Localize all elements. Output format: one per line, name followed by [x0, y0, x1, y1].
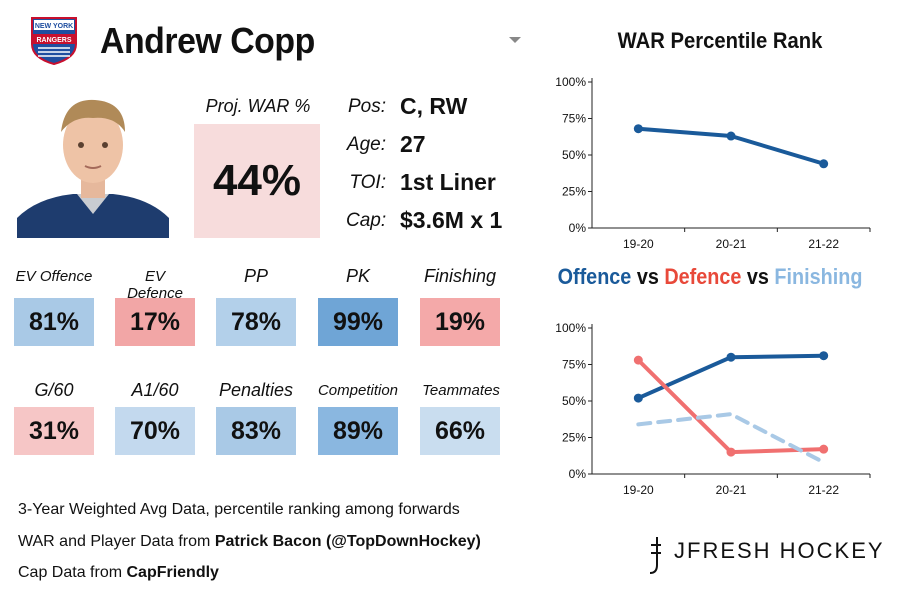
stat-box-competition: 89% [318, 407, 398, 455]
logo-text-bottom: RANGERS [36, 37, 71, 44]
brand-name: JFRESH HOCKEY [674, 538, 885, 563]
stat-box-pk: 99% [318, 298, 398, 346]
chart-offence-defence-finishing: 0% 25% 50% 75% 100% 19-20 20-21 21-22 [555, 321, 871, 497]
stat-label-pk: PK [345, 266, 370, 286]
stat-label-finishing: Finishing [423, 266, 497, 286]
footer-line-3-prefix: Cap Data from [18, 564, 127, 581]
y-tick-label: 50% [562, 394, 586, 408]
series-line-finishing [636, 412, 826, 465]
title-vs-1: vs [631, 264, 665, 289]
series-line-offence [636, 353, 826, 401]
footer-line-2-prefix: WAR and Player Data from [18, 533, 215, 550]
footer-line-3: Cap Data from CapFriendly [18, 564, 219, 582]
stat-box-ev-defence: 17% [115, 298, 195, 346]
stat-label-ev-defence: EV Defence [127, 268, 183, 302]
footer-line-1: 3-Year Weighted Avg Data, percentile ran… [18, 501, 460, 518]
data-point [726, 131, 736, 141]
chart-war-percentile: 0% 25% 50% 75% 100% 19-20 20-21 21-22 [555, 75, 871, 251]
stat-box-teammates: 66% [420, 407, 500, 455]
title-finishing: Finishing [774, 264, 863, 289]
chart-components-title: Offence vs Defence vs Finishing [557, 264, 863, 290]
data-point [726, 352, 736, 362]
info-key-pos: Pos: [347, 96, 386, 117]
team-logo: NEW YORK RANGERS [31, 17, 77, 66]
stat-label-ev-offence: EV Offence [15, 268, 93, 285]
x-tick-label: 19-20 [623, 237, 654, 251]
info-value-toi: 1st Liner [400, 169, 496, 195]
stat-box-pp: 78% [216, 298, 296, 346]
y-tick-label: 25% [562, 185, 586, 199]
player-name: Andrew Copp [100, 20, 315, 61]
title-offence: Offence [557, 264, 632, 289]
data-point [819, 444, 829, 454]
data-point [633, 393, 643, 403]
stat-box-penalties: 83% [216, 407, 296, 455]
y-tick-label: 100% [555, 75, 586, 89]
footer-source-war: Patrick Bacon (@TopDownHockey) [214, 533, 481, 550]
stat-box-finishing: 19% [420, 298, 500, 346]
data-point [819, 351, 829, 361]
stat-label-a160: A1/60 [131, 380, 179, 400]
x-tick-label: 21-22 [808, 483, 839, 497]
y-tick-label: 0% [569, 467, 587, 481]
footer-source-cap: CapFriendly [126, 564, 219, 581]
x-tick-label: 20-21 [716, 483, 747, 497]
jfresh-logo-icon [649, 537, 661, 574]
stat-box-g60: 31% [14, 407, 94, 455]
stat-label-teammates: Teammates [422, 382, 500, 399]
chart-war-title: WAR Percentile Rank [617, 28, 823, 53]
series-line-defence [636, 358, 826, 455]
stat-box-ev-offence: 81% [14, 298, 94, 346]
stat-label-penalties: Penalties [218, 380, 294, 400]
title-vs-2: vs [741, 264, 775, 289]
y-tick-label: 25% [562, 431, 586, 445]
info-key-cap: Cap: [346, 210, 387, 231]
info-value-cap: $3.6M x 1 [400, 207, 503, 233]
y-tick-label: 75% [562, 112, 586, 126]
info-value-pos: C, RW [400, 93, 468, 119]
stat-box-a160: 70% [115, 407, 195, 455]
x-tick-label: 21-22 [808, 237, 839, 251]
stat-label-pp: PP [243, 266, 268, 286]
y-tick-label: 50% [562, 148, 586, 162]
y-tick-label: 0% [569, 221, 587, 235]
data-point [633, 355, 643, 365]
chevron-down-icon[interactable] [509, 37, 521, 43]
x-tick-label: 19-20 [623, 483, 654, 497]
footer-line-2: WAR and Player Data from Patrick Bacon (… [18, 533, 481, 551]
proj-war-label: Proj. WAR % [205, 96, 311, 116]
proj-war-value: 44% [194, 124, 320, 238]
x-tick-label: 20-21 [716, 237, 747, 251]
y-tick-label: 100% [555, 321, 586, 335]
player-photo [17, 90, 169, 238]
info-value-age: 27 [400, 131, 426, 157]
data-point [633, 124, 643, 134]
y-tick-label: 75% [562, 358, 586, 372]
stat-label-competition: Competition [317, 382, 399, 399]
logo-text-top: NEW YORK [35, 23, 73, 30]
data-point [726, 447, 736, 457]
title-defence: Defence [664, 264, 742, 289]
info-key-toi: TOI: [349, 172, 386, 193]
data-point [819, 159, 829, 169]
stat-label-g60: G/60 [34, 380, 74, 400]
info-key-age: Age: [346, 134, 386, 155]
